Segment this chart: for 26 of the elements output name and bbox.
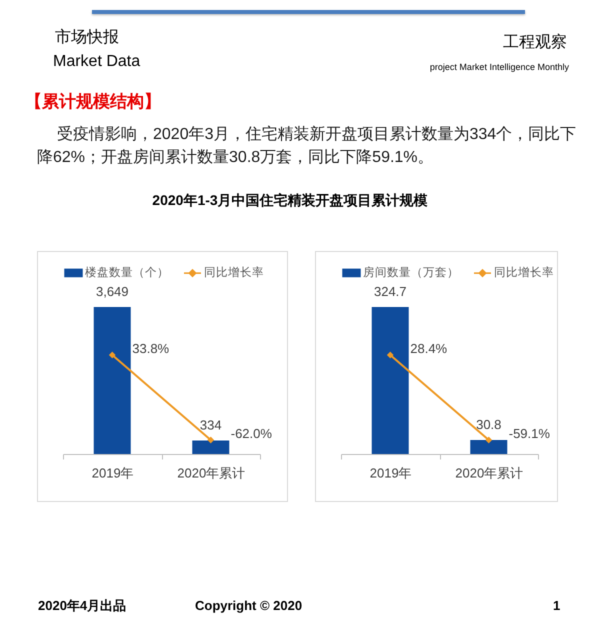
text: 2020年4月出品 (38, 598, 126, 614)
text: 2020年1-3月中国住宅精装开盘项目累计规模 (151, 192, 429, 209)
data-label: 3,649 (96, 284, 129, 299)
text: Market Data (53, 52, 140, 71)
text: 市场快报 (55, 28, 119, 47)
text: 工程观察 (503, 33, 567, 52)
text: 1 (553, 598, 560, 614)
legend-label: 同比增长率 (494, 265, 554, 280)
x-tick-label: 2019年 (92, 466, 134, 480)
x-tick-label: 2020年累计 (177, 466, 246, 480)
data-label: -59.1% (508, 426, 550, 441)
legend-label: 同比增长率 (204, 265, 264, 280)
x-tick-label: 2019年 (370, 466, 412, 480)
data-label: -62.0% (230, 426, 272, 441)
text: project Market Intelligence Monthly (430, 62, 569, 73)
data-label: 33.8% (132, 341, 170, 356)
data-label: 28.4% (410, 341, 448, 356)
text: 受疫情影响，2020年3月，住宅精装新开盘项目累计数量为334个，同比下降62%；开盘房间累计数量30.8万套，同比下降59.1%。 (37, 124, 578, 168)
legend-label: 房间数量（万套） (363, 264, 459, 279)
x-tick-label: 2020年累计 (455, 466, 524, 480)
text: 【累计规模结构】 (25, 92, 161, 112)
data-label: 30.8 (476, 417, 502, 432)
text: Copyright © 2020 (195, 598, 302, 614)
legend-label: 楼盘数量（个） (85, 266, 169, 279)
data-label: 334 (200, 418, 222, 433)
data-label: 324.7 (374, 284, 407, 299)
